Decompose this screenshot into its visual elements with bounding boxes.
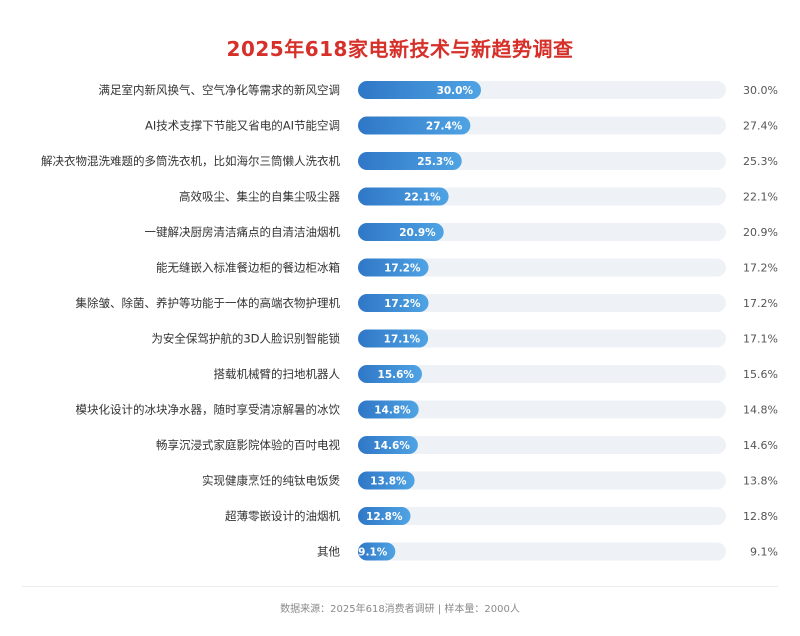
bar-track — [358, 294, 726, 312]
category-label: 畅享沉浸式家庭影院体验的百吋电视 — [156, 438, 340, 452]
bar — [358, 223, 444, 241]
category-label: 高效吸尘、集尘的自集尘吸尘器 — [179, 190, 340, 204]
data-source-note: 数据来源：2025年618消费者调研 | 样本量：2000人 — [280, 604, 520, 615]
value-label-right: 30.0% — [743, 84, 778, 97]
value-label-right: 15.6% — [743, 368, 778, 381]
bar-value-label: 30.0% — [437, 85, 474, 97]
bar-value-label: 17.1% — [384, 334, 421, 346]
bar-track — [358, 258, 726, 277]
bar-value-label: 12.8% — [366, 511, 403, 523]
value-label-right: 13.8% — [743, 475, 778, 488]
bar — [358, 81, 481, 99]
value-label-right: 14.6% — [743, 439, 778, 452]
bar — [358, 116, 471, 135]
bar — [358, 365, 422, 383]
bar-value-label: 25.3% — [417, 156, 454, 168]
category-label: 集除皱、除菌、养护等功能于一体的高端衣物护理机 — [76, 296, 341, 310]
bar — [358, 471, 415, 490]
category-label: AI技术支撑下节能又省电的AI节能空调 — [145, 119, 340, 133]
category-label: 解决衣物混洗难题的多筒洗衣机，比如海尔三筒懒人洗衣机 — [41, 154, 340, 168]
bar — [358, 400, 419, 419]
value-label-right: 14.8% — [743, 404, 778, 417]
bar-track — [358, 436, 726, 454]
bar-track — [358, 365, 726, 383]
bar-value-label: 14.6% — [373, 440, 410, 452]
category-label: 模块化设计的冰块净水器，随时享受清凉解暑的冰饮 — [76, 403, 341, 417]
bar-value-label: 22.1% — [404, 192, 441, 204]
category-label: 为安全保驾护航的3D人脸识别智能锁 — [151, 332, 340, 346]
category-label: 其他 — [317, 545, 340, 559]
bar — [358, 294, 429, 312]
bar — [358, 436, 418, 454]
value-label-right: 20.9% — [743, 226, 778, 239]
chart-title: 2025年618家电新技术与新趋势调查 — [226, 37, 574, 61]
value-label-right: 17.1% — [743, 333, 778, 346]
category-label: 实现健康烹饪的纯钛电饭煲 — [202, 474, 340, 488]
bar-value-label: 20.9% — [399, 227, 436, 239]
bar — [358, 329, 429, 348]
bar — [358, 507, 411, 525]
bar-track — [358, 471, 726, 490]
bar-value-label: 14.8% — [374, 405, 411, 417]
value-label-right: 17.2% — [743, 262, 778, 275]
bar — [358, 152, 462, 170]
value-label-right: 9.1% — [750, 546, 778, 559]
bar-value-label: 17.2% — [384, 263, 421, 275]
bar-track — [358, 542, 726, 561]
category-label: 满足室内新风换气、空气净化等需求的新风空调 — [99, 83, 341, 97]
bar-track — [358, 400, 726, 419]
bar-track — [358, 329, 726, 348]
bar-track — [358, 507, 726, 525]
bar-value-label: 17.2% — [384, 298, 421, 310]
bar-value-label: 9.1% — [358, 547, 388, 559]
value-label-right: 25.3% — [743, 155, 778, 168]
bar-track — [358, 223, 726, 241]
footer-divider — [22, 586, 778, 587]
category-label: 超薄零嵌设计的油烟机 — [225, 509, 340, 523]
value-label-right: 12.8% — [743, 510, 778, 523]
bar-value-label: 15.6% — [378, 369, 415, 381]
bar-track — [358, 187, 726, 206]
value-label-right: 17.2% — [743, 297, 778, 310]
category-label: 搭载机械臂的扫地机器人 — [214, 367, 341, 381]
category-label: 能无缝嵌入标准餐边柜的餐边柜冰箱 — [156, 261, 340, 275]
value-label-right: 22.1% — [743, 191, 778, 204]
bar — [358, 187, 449, 206]
value-label-right: 27.4% — [743, 120, 778, 133]
bar-value-label: 13.8% — [370, 476, 407, 488]
bar-value-label: 27.4% — [426, 121, 463, 133]
category-label: 一键解决厨房清洁痛点的自清洁油烟机 — [145, 225, 341, 239]
bar — [358, 258, 429, 277]
bar — [358, 542, 396, 561]
